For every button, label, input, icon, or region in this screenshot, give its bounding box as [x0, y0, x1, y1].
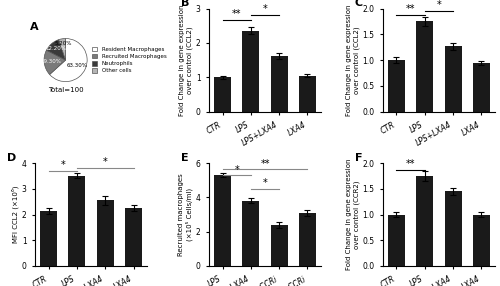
- Y-axis label: Fold Change in gene expression
over control (CCL2): Fold Change in gene expression over cont…: [346, 4, 360, 116]
- Wedge shape: [44, 50, 66, 75]
- Bar: [388, 60, 405, 112]
- Text: 63.30%: 63.30%: [67, 63, 87, 68]
- Bar: [473, 63, 490, 112]
- Text: *: *: [234, 165, 239, 175]
- Bar: [270, 56, 287, 112]
- Text: C: C: [355, 0, 363, 8]
- Bar: [444, 46, 462, 112]
- Text: *: *: [262, 4, 268, 14]
- Text: *: *: [262, 178, 268, 188]
- Bar: [299, 76, 316, 112]
- Text: A: A: [30, 22, 38, 32]
- Y-axis label: Recruited macrophages
(×10⁵ Cells/ml): Recruited macrophages (×10⁵ Cells/ml): [178, 173, 193, 256]
- Bar: [125, 208, 142, 266]
- Bar: [444, 191, 462, 266]
- Bar: [242, 31, 260, 112]
- Bar: [68, 176, 86, 266]
- Bar: [270, 225, 287, 266]
- Bar: [416, 21, 433, 112]
- Bar: [416, 176, 433, 266]
- Wedge shape: [46, 40, 66, 60]
- Legend: Resident Macrophages, Recruited Macrophages, Neutrophils, Other cells: Resident Macrophages, Recruited Macropha…: [92, 46, 167, 74]
- Wedge shape: [50, 39, 87, 82]
- Text: **: **: [260, 159, 270, 169]
- Bar: [40, 211, 57, 266]
- Text: D: D: [7, 153, 16, 163]
- Y-axis label: Fold Change in gene expression
over control (CCR2): Fold Change in gene expression over cont…: [346, 159, 360, 270]
- Text: **: **: [406, 159, 415, 169]
- Text: **: **: [232, 9, 241, 19]
- Bar: [214, 77, 231, 112]
- Text: 12.20%: 12.20%: [46, 46, 66, 51]
- Text: **: **: [406, 4, 415, 14]
- Text: E: E: [181, 153, 188, 163]
- Bar: [242, 201, 260, 266]
- Text: 5.20%: 5.20%: [54, 41, 72, 46]
- Bar: [214, 175, 231, 266]
- Text: Total=100: Total=100: [48, 87, 84, 93]
- Text: *: *: [60, 160, 65, 170]
- Bar: [473, 214, 490, 266]
- Text: F: F: [355, 153, 362, 163]
- Bar: [97, 200, 114, 266]
- Bar: [299, 213, 316, 266]
- Text: *: *: [103, 157, 108, 167]
- Wedge shape: [58, 39, 66, 60]
- Bar: [388, 214, 405, 266]
- Text: 19.30%: 19.30%: [40, 59, 62, 64]
- Text: B: B: [181, 0, 189, 8]
- Y-axis label: MFI CCL2 (×10⁶): MFI CCL2 (×10⁶): [12, 186, 19, 243]
- Y-axis label: Fold Change in gene expression
over control (CCL2): Fold Change in gene expression over cont…: [180, 4, 193, 116]
- Text: *: *: [436, 0, 442, 10]
